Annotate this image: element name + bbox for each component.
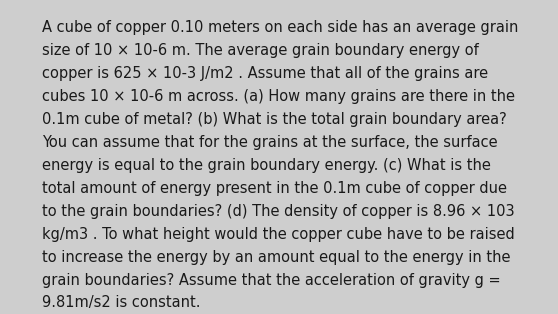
Text: size of 10 × 10-6 m. The average grain boundary energy of: size of 10 × 10-6 m. The average grain b…	[42, 43, 479, 58]
Text: kg/m3 . To what height would the copper cube have to be raised: kg/m3 . To what height would the copper …	[42, 227, 514, 242]
Text: A cube of copper 0.10 meters on each side has an average grain: A cube of copper 0.10 meters on each sid…	[42, 20, 518, 35]
Text: cubes 10 × 10-6 m across. (a) How many grains are there in the: cubes 10 × 10-6 m across. (a) How many g…	[42, 89, 515, 104]
Text: to increase the energy by an amount equal to the energy in the: to increase the energy by an amount equa…	[42, 250, 511, 265]
Text: grain boundaries? Assume that the acceleration of gravity g =: grain boundaries? Assume that the accele…	[42, 273, 501, 288]
Text: 0.1m cube of metal? (b) What is the total grain boundary area?: 0.1m cube of metal? (b) What is the tota…	[42, 112, 507, 127]
Text: total amount of energy present in the 0.1m cube of copper due: total amount of energy present in the 0.…	[42, 181, 507, 196]
Text: to the grain boundaries? (d) The density of copper is 8.96 × 103: to the grain boundaries? (d) The density…	[42, 204, 514, 219]
Text: energy is equal to the grain boundary energy. (c) What is the: energy is equal to the grain boundary en…	[42, 158, 490, 173]
Text: copper is 625 × 10-3 J/m2 . Assume that all of the grains are: copper is 625 × 10-3 J/m2 . Assume that …	[42, 66, 488, 81]
Text: 9.81m/s2 is constant.: 9.81m/s2 is constant.	[42, 295, 200, 311]
Text: You can assume that for the grains at the surface, the surface: You can assume that for the grains at th…	[42, 135, 498, 150]
